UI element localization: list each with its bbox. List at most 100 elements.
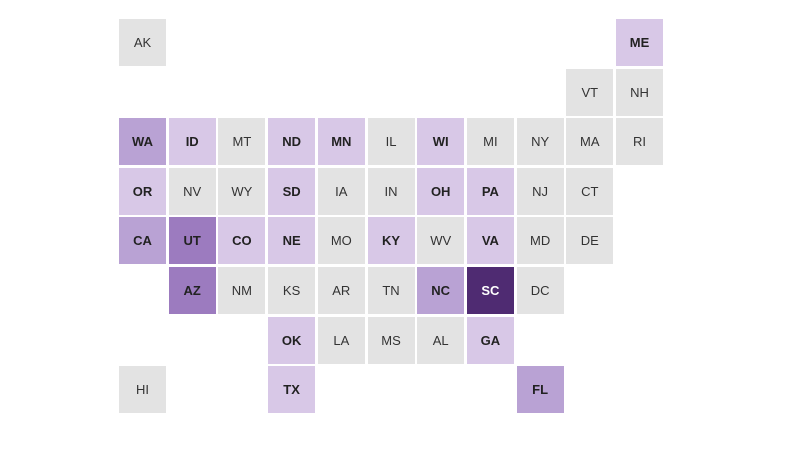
state-tile-id: ID — [168, 118, 216, 166]
state-label: CT — [581, 183, 599, 199]
state-tile-oh: OH — [417, 167, 465, 215]
state-label: MD — [529, 233, 551, 249]
state-tile-hi: HI — [119, 366, 166, 414]
state-label: HI — [136, 382, 149, 398]
state-tile-nd: ND — [268, 118, 316, 166]
state-label: NY — [531, 134, 550, 150]
state-label: SC — [481, 283, 500, 298]
state-label: AZ — [183, 283, 201, 298]
state-tile-va: VA — [466, 217, 514, 265]
state-label: VA — [481, 233, 499, 249]
state-tile-ny: NY — [516, 118, 564, 166]
state-label: LA — [333, 332, 350, 348]
state-tile-me: ME — [616, 19, 663, 66]
state-label: MT — [232, 134, 252, 150]
state-label: MS — [381, 332, 401, 348]
state-tile-ak: AK — [119, 19, 166, 66]
state-tile-nc: NC — [417, 267, 465, 314]
state-tile-nj: NJ — [516, 167, 564, 215]
state-label: WV — [430, 233, 452, 249]
state-label: MN — [331, 134, 352, 150]
state-label: AR — [332, 283, 351, 298]
state-label: NE — [282, 233, 301, 249]
state-label: CO — [232, 233, 252, 249]
state-tile-la: LA — [317, 316, 365, 364]
state-label: VT — [581, 84, 599, 100]
state-label: KS — [282, 283, 301, 298]
state-tile-nm: NM — [218, 267, 266, 314]
state-tile-mt: MT — [218, 118, 266, 166]
state-tile-sd: SD — [268, 167, 316, 215]
state-tile-ut: UT — [168, 217, 216, 265]
state-label: NC — [431, 283, 451, 298]
state-tile-ms: MS — [367, 316, 415, 364]
state-tile-co: CO — [218, 217, 266, 265]
state-label: OH — [430, 183, 451, 199]
state-tile-sc: SC — [466, 267, 514, 314]
state-tile-ne: NE — [268, 217, 316, 265]
state-tile-vt: VT — [566, 68, 614, 116]
state-label: WY — [231, 183, 253, 199]
state-tile-az: AZ — [168, 267, 216, 314]
state-tile-pa: PA — [466, 167, 514, 215]
state-label: CA — [133, 233, 152, 249]
state-label: ID — [185, 134, 199, 150]
state-label: ME — [629, 35, 650, 50]
state-tile-ri: RI — [616, 118, 663, 166]
state-tile-al: AL — [417, 316, 465, 364]
state-label: FL — [532, 382, 549, 398]
state-tile-ia: IA — [317, 167, 365, 215]
state-label: AL — [432, 332, 449, 348]
state-label: DE — [580, 233, 599, 249]
state-label: OK — [281, 332, 302, 348]
state-tile-dc: DC — [516, 267, 564, 314]
state-label: MI — [483, 134, 498, 150]
state-label: IL — [385, 134, 397, 150]
state-tile-ga: GA — [466, 316, 514, 364]
state-label: IA — [335, 183, 348, 199]
state-tile-ma: MA — [566, 118, 614, 166]
state-tile-ky: KY — [367, 217, 415, 265]
state-label: TX — [283, 382, 300, 398]
state-tile-or: OR — [119, 167, 166, 215]
state-tile-nv: NV — [168, 167, 216, 215]
state-tile-de: DE — [566, 217, 614, 265]
state-tile-ar: AR — [317, 267, 365, 314]
state-tile-mo: MO — [317, 217, 365, 265]
state-label: NJ — [532, 183, 549, 199]
state-tile-nh: NH — [616, 68, 663, 116]
state-tile-in: IN — [367, 167, 415, 215]
state-tile-ks: KS — [268, 267, 316, 314]
state-label: MO — [330, 233, 352, 249]
state-tile-il: IL — [367, 118, 415, 166]
state-tile-wv: WV — [417, 217, 465, 265]
state-label: NH — [630, 84, 649, 100]
state-tile-tn: TN — [367, 267, 415, 314]
state-tile-tx: TX — [268, 366, 316, 414]
state-tile-fl: FL — [516, 366, 564, 414]
state-tile-ct: CT — [566, 167, 614, 215]
state-label: ND — [282, 134, 301, 150]
state-tile-mn: MN — [317, 118, 365, 166]
state-label: SD — [282, 183, 301, 199]
state-label: NM — [231, 283, 252, 298]
state-label: NV — [183, 183, 202, 199]
state-label: GA — [480, 332, 501, 348]
state-label: AK — [133, 35, 152, 50]
state-label: WA — [132, 134, 153, 150]
state-label: MA — [580, 134, 600, 150]
state-label: TN — [382, 283, 400, 298]
state-label: WI — [432, 134, 449, 150]
state-label: IN — [384, 183, 398, 199]
state-tile-mi: MI — [466, 118, 514, 166]
state-label: DC — [530, 283, 550, 298]
state-tile-md: MD — [516, 217, 564, 265]
state-label: RI — [633, 134, 646, 150]
state-tile-wy: WY — [218, 167, 266, 215]
state-label: PA — [481, 183, 499, 199]
state-tile-ok: OK — [268, 316, 316, 364]
state-tile-ca: CA — [119, 217, 166, 265]
state-label: UT — [183, 233, 201, 249]
state-tile-wa: WA — [119, 118, 166, 166]
state-tile-wi: WI — [417, 118, 465, 166]
